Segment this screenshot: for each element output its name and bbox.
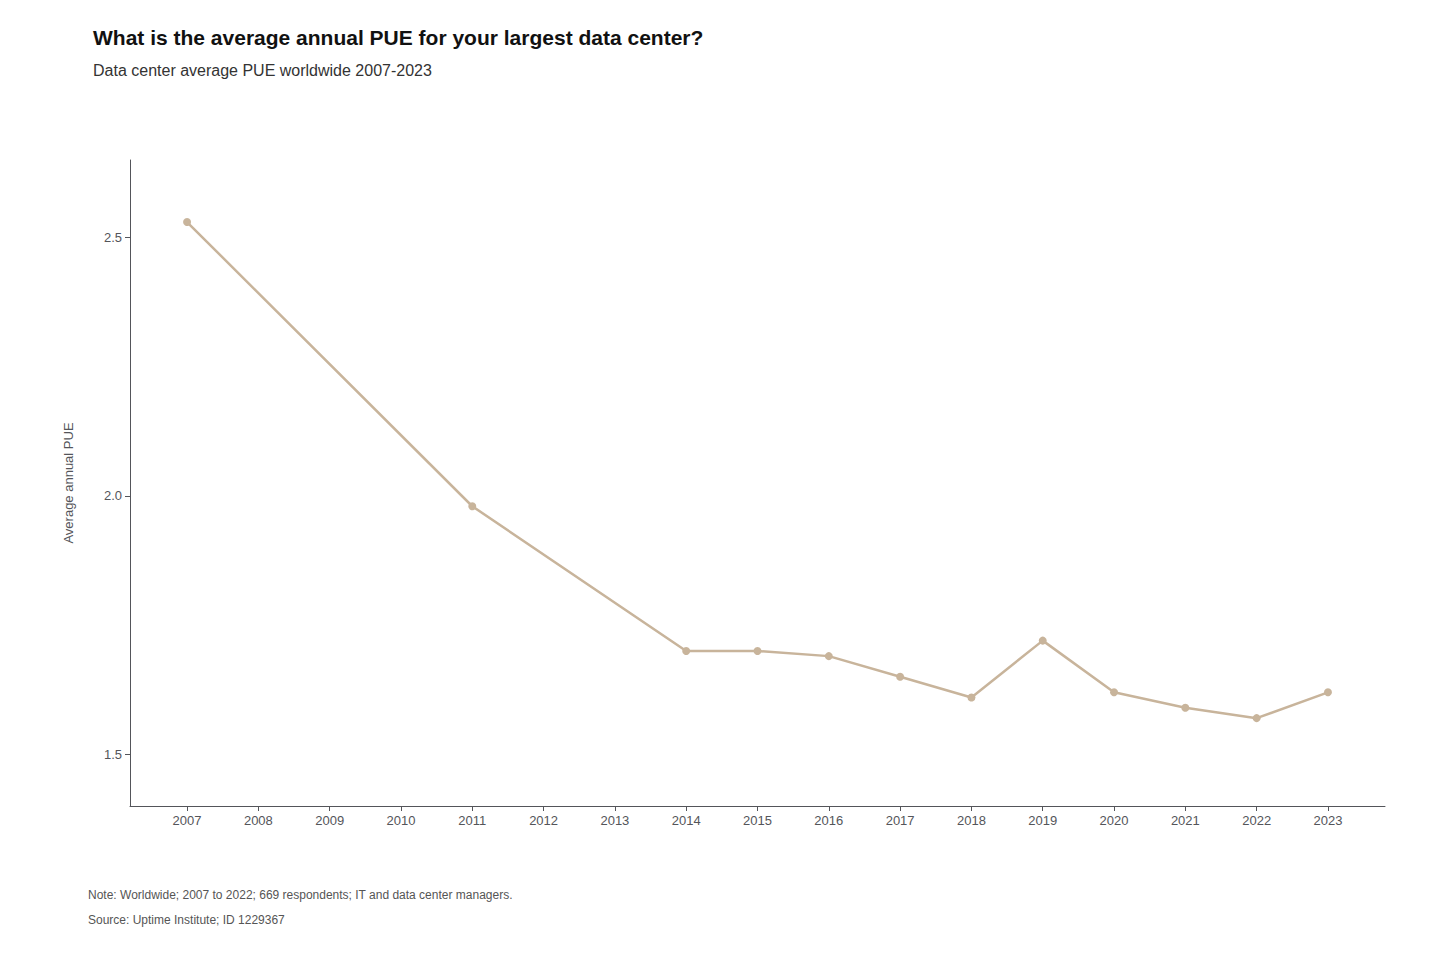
svg-text:2016: 2016: [814, 813, 843, 828]
svg-text:What is the average annual PUE: What is the average annual PUE for your …: [93, 26, 703, 49]
svg-text:2015: 2015: [743, 813, 772, 828]
svg-text:2.5: 2.5: [104, 230, 122, 245]
svg-text:2007: 2007: [173, 813, 202, 828]
svg-text:2017: 2017: [886, 813, 915, 828]
svg-text:2023: 2023: [1313, 813, 1342, 828]
svg-text:2020: 2020: [1100, 813, 1129, 828]
svg-text:2011: 2011: [458, 813, 486, 828]
svg-text:1.5: 1.5: [104, 747, 122, 762]
svg-text:Source: Uptime Institute; ID 1: Source: Uptime Institute; ID 1229367: [88, 913, 285, 927]
svg-text:2009: 2009: [315, 813, 344, 828]
svg-text:2008: 2008: [244, 813, 273, 828]
svg-text:2012: 2012: [529, 813, 558, 828]
svg-text:Average annual PUE: Average annual PUE: [61, 422, 76, 544]
svg-text:2014: 2014: [672, 813, 701, 828]
svg-text:2013: 2013: [600, 813, 629, 828]
svg-text:2018: 2018: [957, 813, 986, 828]
svg-text:2021: 2021: [1171, 813, 1200, 828]
svg-text:2010: 2010: [387, 813, 416, 828]
svg-text:2.0: 2.0: [104, 488, 122, 503]
svg-text:2019: 2019: [1028, 813, 1057, 828]
svg-text:2022: 2022: [1242, 813, 1271, 828]
svg-text:Data center average PUE worldw: Data center average PUE worldwide 2007-2…: [93, 62, 432, 79]
svg-text:Note: Worldwide; 2007 to 2022;: Note: Worldwide; 2007 to 2022; 669 respo…: [88, 888, 513, 902]
